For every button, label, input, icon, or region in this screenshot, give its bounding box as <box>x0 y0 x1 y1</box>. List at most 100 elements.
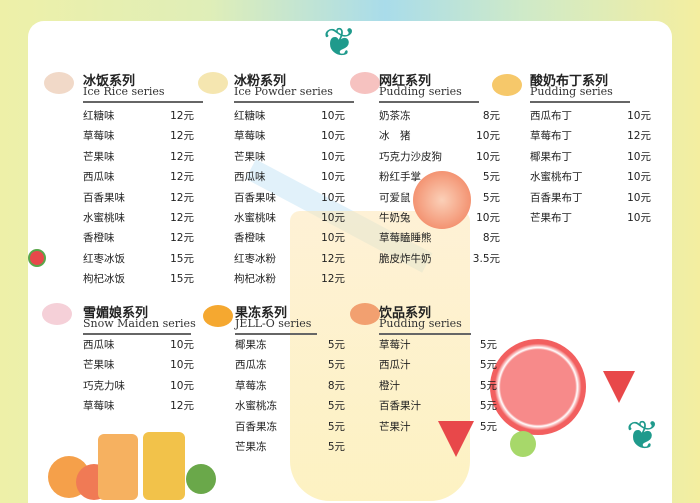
menu-item-price: 10元 <box>170 339 194 351</box>
menu-item-name: 百香果布丁 <box>530 191 583 204</box>
menu-item-name: 巧克力沙皮狗 <box>379 150 442 163</box>
menu-item-price: 10元 <box>476 150 500 163</box>
menu-item-price: 10元 <box>321 212 345 224</box>
menu-item-price: 12元 <box>321 252 345 265</box>
menu-item-name: 香橙味 <box>83 232 115 245</box>
menu-item-price: 12元 <box>170 212 194 224</box>
menu-item-name: 红糖味 <box>234 110 266 122</box>
section-underline <box>379 101 479 103</box>
section-subtitle: Snow Maiden series <box>83 317 196 330</box>
watermelon-juice-icon <box>490 339 586 435</box>
menu-item-name: 草莓布丁 <box>530 130 572 143</box>
section-subtitle: JELL-O series <box>235 317 312 330</box>
menu-item-name: 水蜜桃味 <box>234 212 276 224</box>
jelly-icon <box>203 305 233 327</box>
section-underline <box>234 101 354 103</box>
ice-rice-bowl-icon <box>44 72 74 94</box>
menu-item-name: 百香果冻 <box>235 420 277 433</box>
menu-item-price: 12元 <box>627 130 651 143</box>
menu-item-price: 5元 <box>479 379 497 392</box>
menu-item-price: 5元 <box>327 359 345 372</box>
menu-item-name: 脆皮炸牛奶 <box>379 252 432 265</box>
menu-item-price: 10元 <box>476 212 500 224</box>
menu-item-price: 3.5元 <box>472 252 500 265</box>
section-subtitle: Ice Rice series <box>83 85 165 98</box>
menu-item-price: 15元 <box>170 273 194 286</box>
menu-item-name: 百香果汁 <box>379 400 421 413</box>
menu-item-name: 芒果冻 <box>235 441 267 453</box>
section-title: 雪媚娘系列 <box>83 306 149 321</box>
section-title: 网红系列 <box>379 74 432 89</box>
menu-item-price: 12元 <box>170 171 194 184</box>
watermelon-slice-icon <box>603 371 635 403</box>
menu-item-name: 红枣冰粉 <box>234 252 276 265</box>
menu-item-price: 10元 <box>170 379 194 392</box>
section-subtitle: Pudding series <box>379 317 462 330</box>
section-subtitle: Pudding series <box>379 85 462 98</box>
menu-item-price: 10元 <box>476 130 500 143</box>
menu-item-price: 5元 <box>482 191 500 204</box>
pudding-icon <box>492 74 522 96</box>
menu-item-price: 10元 <box>321 191 345 204</box>
section-underline <box>235 333 317 335</box>
pink-drink-icon <box>350 72 380 94</box>
menu-item-name: 西瓜味 <box>234 171 266 184</box>
menu-item-price: 10元 <box>321 110 345 122</box>
section-underline <box>83 333 191 335</box>
menu-item-price: 10元 <box>627 150 651 163</box>
menu-item-name: 西瓜汁 <box>379 359 411 372</box>
menu-item-name: 香橙味 <box>234 232 266 245</box>
menu-item-price: 10元 <box>627 110 651 122</box>
leaf-icon: ❦ <box>626 413 660 459</box>
menu-item-price: 5元 <box>327 339 345 351</box>
menu-item-price: 10元 <box>321 232 345 245</box>
menu-item-price: 5元 <box>479 339 497 351</box>
menu-item-name: 奶茶冻 <box>379 110 411 122</box>
menu-item-name: 西瓜味 <box>83 339 115 351</box>
menu-item-price: 12元 <box>170 191 194 204</box>
menu-item-price: 10元 <box>321 171 345 184</box>
menu-item-name: 芒果布丁 <box>530 212 572 224</box>
menu-item-name: 椰果冻 <box>235 339 267 351</box>
section-title: 酸奶布丁系列 <box>530 74 609 89</box>
menu-item-price: 5元 <box>327 420 345 433</box>
menu-item-price: 10元 <box>321 150 345 163</box>
menu-item-price: 10元 <box>321 130 345 143</box>
menu-item-name: 枸杞冰粉 <box>234 273 276 286</box>
section-underline <box>379 333 471 335</box>
section-underline <box>83 101 203 103</box>
menu-item-name: 水蜜桃布丁 <box>530 171 583 184</box>
menu-item-price: 10元 <box>627 191 651 204</box>
menu-item-name: 草莓冻 <box>235 379 267 392</box>
menu-item-name: 芒果味 <box>83 359 115 372</box>
menu-item-name: 牛奶兔 <box>379 212 411 224</box>
watermelon-slice-icon <box>438 421 474 457</box>
menu-item-name: 可爱鼠 <box>379 191 411 204</box>
menu-item-name: 红枣冰饭 <box>83 252 125 265</box>
menu-item-price: 8元 <box>482 110 500 122</box>
menu-item-name: 冰 猪 <box>379 130 411 143</box>
menu-item-name: 百香果味 <box>83 191 125 204</box>
menu-item-name: 水蜜桃味 <box>83 212 125 224</box>
menu-item-name: 芒果味 <box>234 150 266 163</box>
menu-item-name: 草莓瞌睡熊 <box>379 232 432 245</box>
menu-item-price: 12元 <box>170 400 194 413</box>
menu-item-name: 芒果汁 <box>379 420 411 433</box>
section-title: 冰粉系列 <box>234 74 287 89</box>
menu-item-name: 西瓜味 <box>83 171 115 184</box>
menu-item-price: 5元 <box>479 359 497 372</box>
menu-item-price: 5元 <box>482 171 500 184</box>
menu-item-name: 草莓味 <box>234 130 266 143</box>
ice-powder-bowl-icon <box>198 72 228 94</box>
menu-item-name: 枸杞冰饭 <box>83 273 125 286</box>
fruit-drinks-image <box>48 416 218 501</box>
menu-item-price: 12元 <box>170 130 194 143</box>
menu-item-name: 巧克力味 <box>83 379 125 392</box>
menu-item-name: 粉红手掌 <box>379 171 421 184</box>
menu-item-name: 草莓味 <box>83 130 115 143</box>
menu-item-name: 草莓汁 <box>379 339 411 351</box>
section-subtitle: Pudding series <box>530 85 613 98</box>
menu-item-price: 10元 <box>627 212 651 224</box>
menu-item-price: 12元 <box>170 232 194 245</box>
lime-icon <box>510 431 536 457</box>
